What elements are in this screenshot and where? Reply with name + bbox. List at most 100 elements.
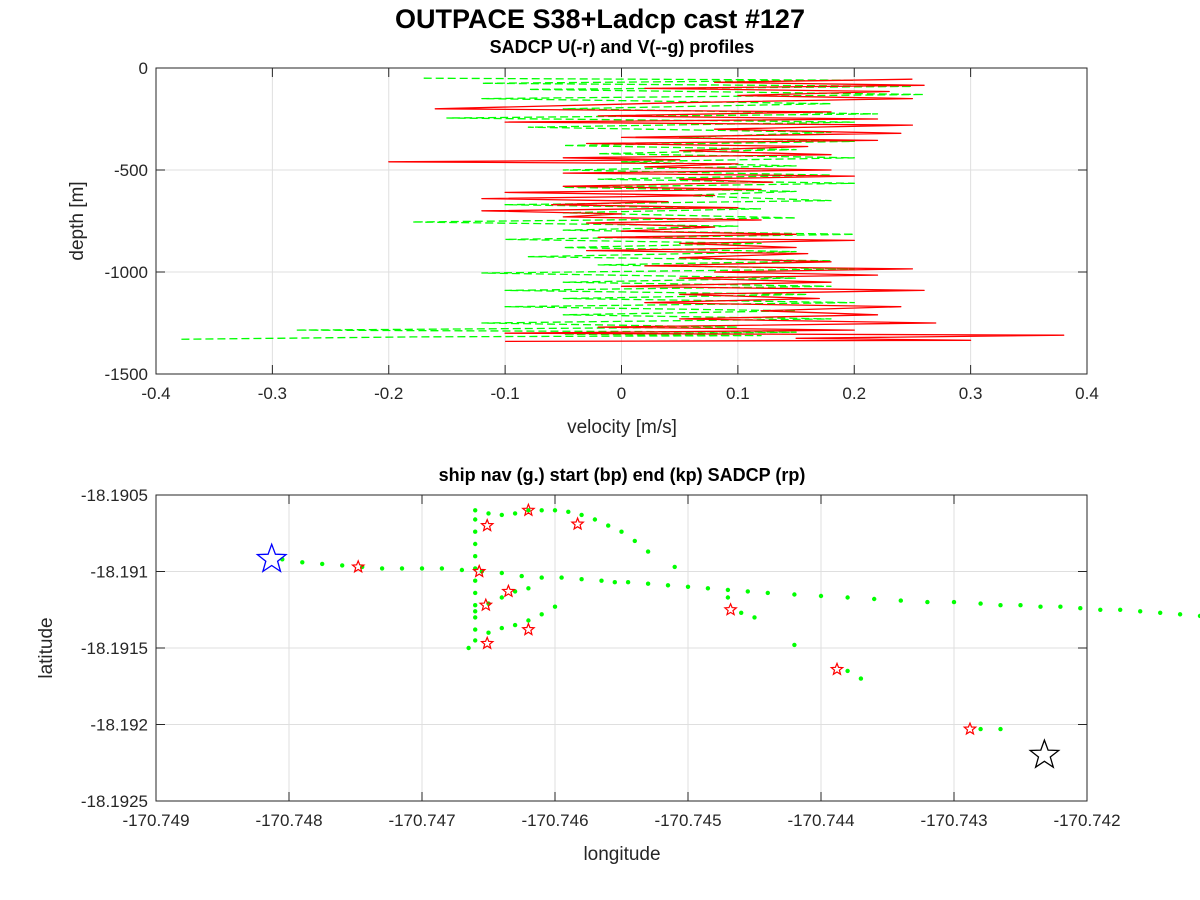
ship-nav-point	[473, 508, 478, 513]
ship-nav-point	[539, 508, 544, 513]
ship-nav-point	[619, 529, 624, 534]
ship-nav-point	[752, 615, 757, 620]
profile-title: SADCP U(-r) and V(--g) profiles	[490, 37, 755, 57]
ship-nav-point	[725, 595, 731, 600]
ship-nav-point	[473, 603, 478, 608]
ship-nav-point	[473, 609, 478, 614]
velocity-profile-panel: SADCP U(-r) and V(--g) profiles -0.4 -0.3…	[67, 37, 1099, 438]
ship-nav-point	[998, 603, 1003, 608]
ship-nav-panel: ship nav (g.) start (bp) end (kp) SADCP …	[36, 465, 1200, 865]
profile-x-tick-label: 0.4	[1075, 384, 1099, 403]
profile-x-tick-label: 0	[617, 384, 626, 403]
profile-y-tick-label: 0	[139, 59, 148, 78]
sadcp-star-marker	[479, 635, 495, 650]
profile-ticks: -0.4 -0.3 -0.2 -0.1 0 0.1 0.2 0.3 0.4 0 -500 -1000 -…	[105, 59, 1099, 403]
ship-nav-point	[552, 508, 558, 513]
nav-y-tick-label: -18.1925	[81, 792, 148, 811]
ship-nav-point	[818, 593, 824, 599]
ship-nav-point	[539, 612, 544, 617]
profile-y-tick-label: -500	[114, 161, 148, 180]
ship-nav-point	[526, 618, 531, 623]
ship-nav-point	[473, 578, 478, 583]
profile-x-axis-label: velocity [m/s]	[567, 417, 677, 438]
ship-nav-point	[559, 575, 564, 580]
ship-nav-point	[765, 590, 770, 596]
ship-nav-point	[473, 541, 478, 547]
ship-nav-point	[473, 517, 478, 522]
nav-y-tick-label: -18.1905	[81, 486, 148, 505]
ship-nav-point	[512, 511, 518, 516]
sadcp-star-marker	[723, 602, 738, 616]
profile-x-tick-label: 0.2	[842, 384, 866, 403]
sadcp-star-marker	[521, 502, 536, 517]
ship-nav-point	[792, 642, 797, 648]
ship-nav-point	[1038, 604, 1043, 609]
ship-nav-point	[1078, 606, 1083, 611]
nav-markers	[255, 502, 1200, 769]
ship-nav-point	[1197, 613, 1200, 619]
ship-nav-point	[1098, 607, 1103, 612]
ship-nav-point	[1177, 612, 1183, 617]
ship-nav-point	[539, 575, 544, 580]
start-star-marker	[255, 542, 288, 573]
nav-y-tick-label: -18.1915	[81, 639, 148, 658]
ship-nav-point	[473, 554, 478, 559]
ship-nav-point	[978, 726, 983, 732]
nav-x-tick-label: -170.743	[920, 811, 987, 830]
ship-nav-point	[1118, 607, 1123, 612]
sadcp-star-marker	[521, 621, 536, 636]
ship-nav-point	[379, 566, 385, 571]
ship-nav-point	[872, 596, 877, 602]
ship-nav-point	[300, 560, 305, 565]
ship-nav-point	[579, 577, 584, 582]
ship-nav-point	[632, 538, 637, 544]
ship-nav-point	[672, 564, 677, 570]
ship-nav-point	[606, 523, 611, 528]
ship-nav-point	[898, 598, 903, 603]
ship-nav-point	[705, 586, 711, 591]
nav-y-tick-label: -18.192	[90, 716, 148, 735]
ship-nav-point	[499, 570, 504, 576]
ship-nav-point	[519, 573, 524, 579]
ship-nav-point	[473, 615, 478, 620]
profile-x-tick-label: -0.2	[374, 384, 403, 403]
ship-nav-point	[1058, 604, 1063, 609]
sadcp-star-marker	[962, 721, 978, 736]
u-velocity-line	[388, 78, 1065, 343]
ship-nav-point	[399, 566, 405, 571]
ship-nav-point	[566, 509, 571, 514]
sadcp-star-marker	[501, 583, 516, 598]
nav-title: ship nav (g.) start (bp) end (kp) SADCP …	[439, 465, 806, 485]
ship-nav-point	[725, 587, 731, 593]
ship-nav-point	[526, 586, 531, 591]
ship-nav-point	[998, 726, 1003, 732]
profile-x-tick-label: 0.1	[726, 384, 750, 403]
end-star-marker	[1028, 738, 1061, 769]
ship-nav-point	[419, 566, 425, 571]
nav-x-tick-label: -170.745	[654, 811, 721, 830]
profile-series	[179, 77, 1065, 343]
ship-nav-point	[978, 601, 983, 606]
ship-nav-point	[592, 517, 598, 522]
ship-nav-point	[845, 595, 850, 600]
nav-y-tick-label: -18.191	[90, 563, 148, 582]
profile-y-axis-label: depth [m]	[67, 181, 88, 260]
ship-nav-point	[665, 583, 671, 588]
ship-nav-point	[473, 638, 478, 643]
ship-nav-point	[645, 581, 651, 586]
ship-nav-point	[512, 622, 518, 628]
profile-x-tick-label: -0.3	[258, 384, 287, 403]
ship-nav-point	[459, 567, 465, 573]
ship-nav-point	[792, 592, 797, 597]
nav-x-tick-label: -170.744	[787, 811, 854, 830]
ship-nav-point	[739, 610, 744, 615]
ship-nav-point	[951, 599, 957, 605]
ship-nav-point	[645, 549, 651, 554]
ship-nav-point	[499, 512, 504, 518]
nav-x-axis-label: longitude	[583, 844, 660, 865]
nav-y-axis-label: latitude	[36, 617, 57, 678]
ship-nav-point	[486, 511, 491, 516]
profile-y-tick-label: -1500	[105, 365, 148, 384]
ship-nav-point	[612, 580, 617, 585]
